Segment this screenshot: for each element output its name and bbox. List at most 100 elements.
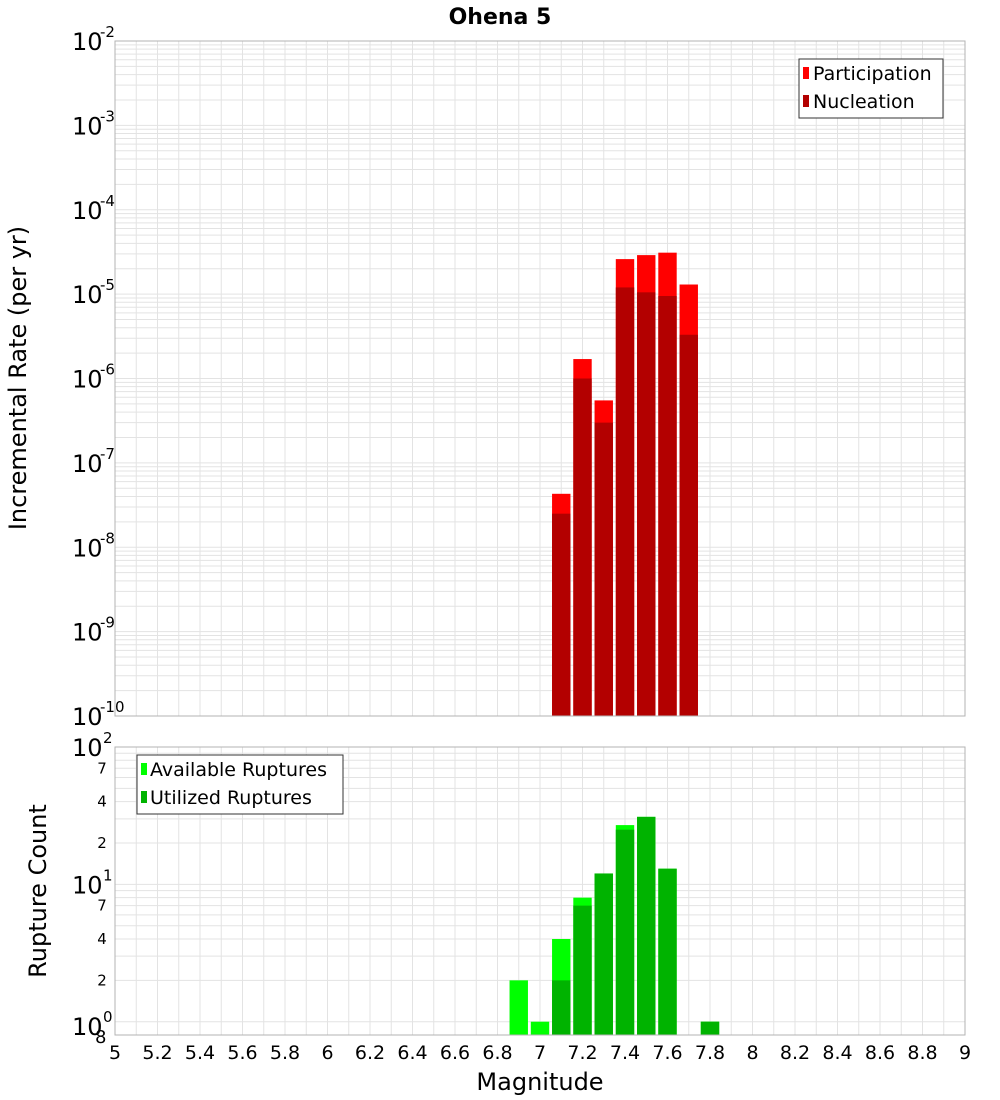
utilized-legend-swatch [141,791,147,803]
top-y-tick-base: 10 [72,703,103,731]
top-y-tick-label: 10-8 [72,529,115,562]
available-bar [530,1021,550,1035]
top-y-tick-label: 10-4 [72,192,115,225]
top-y-tick-base: 10 [72,534,103,562]
bottom-y-tick-label: 10 1 [72,866,113,899]
nucleation-bar [573,378,592,716]
bottom-y-minor-tick-label: 4 [97,793,107,811]
bottom-legend: Available Ruptures Utilized Ruptures [136,754,344,815]
x-tick-label: 8 [746,1042,758,1064]
x-tick-labels: 5 5.2 5.4 5.6 5.8 6 6.2 6.4 6.6 6.8 7 7.2 7.4 7.6 7.8 8… [109,1042,971,1064]
bottom-plot-border [114,746,966,1036]
x-tick-label: 5.2 [142,1042,172,1064]
bottom-legend-box [136,754,344,815]
x-tick-label: 7.6 [652,1042,682,1064]
top-legend-box [798,58,944,119]
bottom-y-minor-tick-label: 7 [97,897,107,915]
utilized-bar [615,829,635,1035]
nucleation-bar [679,334,698,716]
bottom-y-minor-tick-label: 7 [97,759,107,777]
x-tick-label: 9 [959,1042,971,1064]
bottom-y-tick-exponent: 2 [103,729,113,747]
utilized-bar [658,868,677,1035]
bottom-y-axis-label: Rupture Count [24,804,52,978]
top-plot-border [114,40,966,717]
top-gridlines [114,41,966,717]
top-y-tick-exponent: -6 [100,361,115,379]
nucleation-bar [594,422,613,716]
utilized-legend-label: Utilized Ruptures [150,787,312,809]
top-bars [552,252,698,716]
x-tick-label: 8.4 [822,1042,852,1064]
nucleation-legend-swatch [803,95,809,107]
top-y-tick-base: 10 [72,112,103,140]
x-tick-label: 7.8 [695,1042,725,1064]
top-y-tick-label: 10-9 [72,614,115,647]
top-y-tick-exponent: -9 [100,614,115,632]
top-y-tick-exponent: -8 [100,529,115,547]
top-y-tick-label: 10-6 [72,361,115,394]
top-y-tick-exponent: -7 [100,445,115,463]
top-y-tick-exponent: -2 [100,23,115,41]
top-y-tick-base: 10 [72,281,103,309]
bottom-y-minor-tick-label: 2 [97,834,107,852]
nucleation-bar [658,296,677,716]
bottom-y-tick-min-label: 8 [95,1027,106,1048]
bottom-y-minor-tick-label: 2 [97,971,107,989]
top-y-tick-base: 10 [72,366,103,394]
top-y-tick-label: 10-5 [72,276,115,309]
top-y-tick-base: 10 [72,619,103,647]
top-y-tick-base: 10 [72,197,103,225]
top-y-tick-exponent: -5 [100,276,115,294]
available-bar [509,980,528,1035]
nucleation-bar [637,292,656,716]
x-tick-label: 6.4 [397,1042,427,1064]
x-tick-label: 5.4 [185,1042,215,1064]
x-tick-label: 6.6 [440,1042,470,1064]
bottom-y-tick-exponent: 0 [103,1008,113,1026]
x-tick-label: 8.2 [780,1042,810,1064]
x-tick-label: 6.2 [355,1042,385,1064]
top-legend: Participation Nucleation [798,58,944,119]
bottom-y-tick-label: 10 2 [72,729,113,762]
available-legend-swatch [141,763,147,775]
utilized-bar [637,816,656,1035]
bottom-bars [509,816,720,1035]
participation-legend-label: Participation [813,63,932,85]
top-y-tick-label: 10-2 [72,23,115,56]
x-tick-label: 6 [321,1042,333,1064]
top-y-tick-base: 10 [72,28,103,56]
bottom-y-tick-label: 10 08 [72,1008,113,1048]
x-tick-label: 7.4 [610,1042,640,1064]
x-tick-label: 8.8 [907,1042,937,1064]
top-y-tick-label: 10-10 [72,698,125,731]
nucleation-bar [615,287,635,716]
nucleation-bar [552,513,571,716]
bottom-y-tick-exponent: 1 [103,866,113,884]
bottom-y-tick-base: 10 [72,1013,103,1041]
nucleation-legend-label: Nucleation [813,91,915,113]
x-tick-label: 5.6 [227,1042,257,1064]
utilized-bar [700,1021,720,1035]
top-y-tick-exponent: -10 [100,698,125,716]
bottom-y-minor-tick-label: 4 [97,930,107,948]
x-tick-label: 5.8 [270,1042,300,1064]
top-y-tick-label: 10-7 [72,445,115,478]
top-y-tick-exponent: -4 [100,192,115,210]
participation-legend-swatch [803,67,809,79]
bottom-y-tick-base: 10 [72,734,103,762]
x-axis-label: Magnitude [476,1068,603,1096]
top-y-tick-base: 10 [72,450,103,478]
top-y-tick-exponent: -3 [100,107,115,125]
x-tick-label: 7 [534,1042,546,1064]
x-tick-label: 6.8 [482,1042,512,1064]
available-legend-label: Available Ruptures [150,759,327,781]
x-tick-label: 7.2 [567,1042,597,1064]
utilized-bar [573,905,592,1035]
utilized-bar [552,980,571,1035]
